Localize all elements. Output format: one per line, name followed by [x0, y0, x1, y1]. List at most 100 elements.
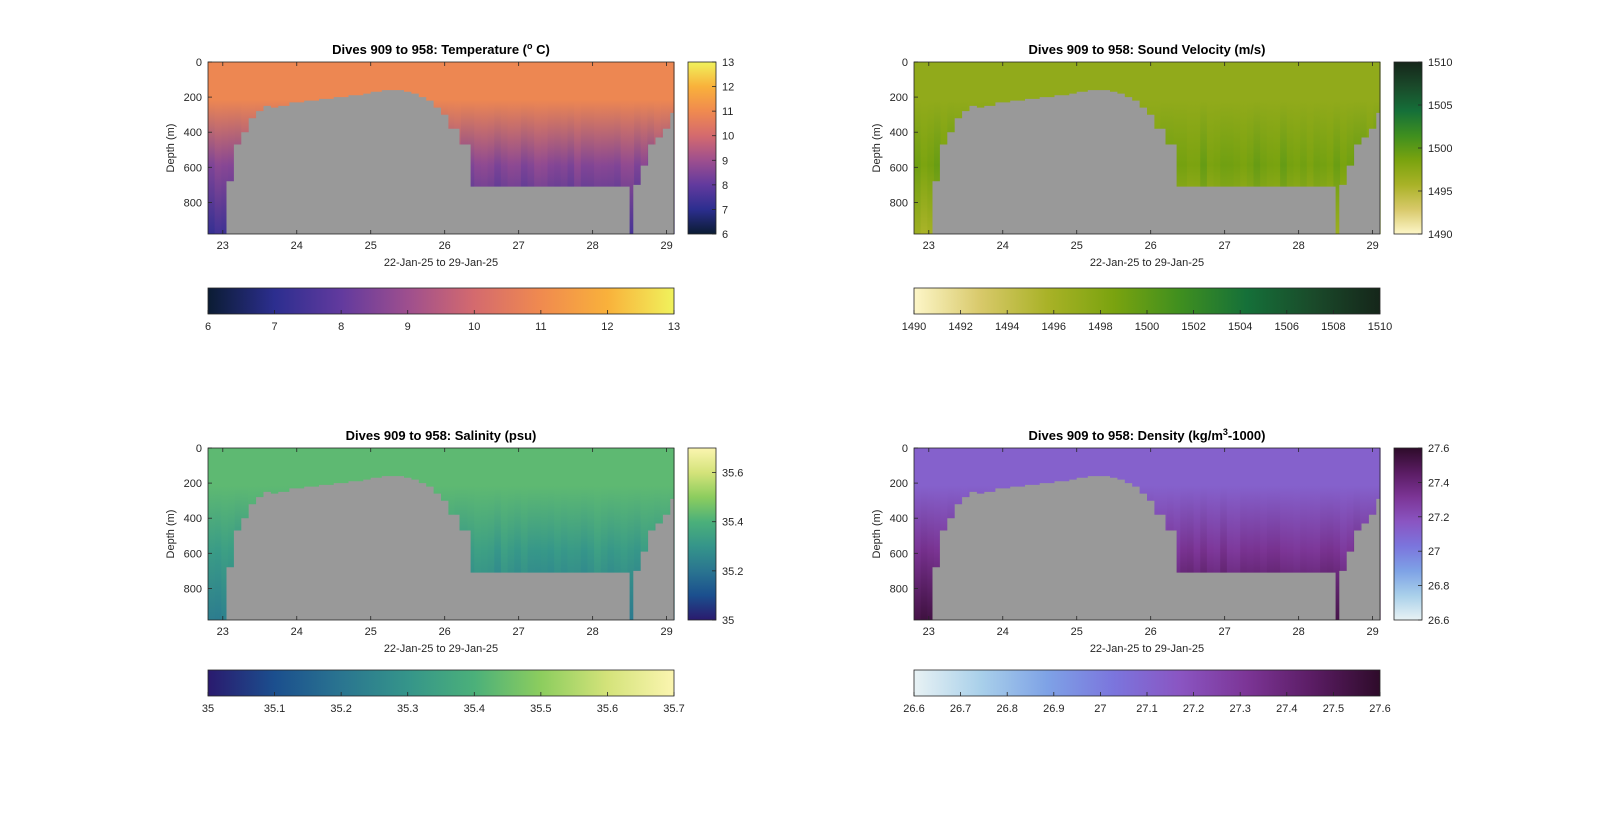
y-tick-label: 0 [196, 443, 202, 455]
data-column [1246, 62, 1255, 234]
x-tick-label: 28 [1293, 240, 1305, 252]
data-column [574, 448, 582, 620]
data-column [1320, 62, 1328, 234]
data-column [534, 62, 542, 234]
colorbar-tick-label: 35.5 [530, 703, 551, 715]
colorbar-tick-label: 1495 [1428, 186, 1452, 198]
x-tick-label: 27 [1219, 626, 1231, 638]
y-tick-label: 600 [184, 162, 202, 174]
data-column [1313, 448, 1321, 620]
data-column [594, 448, 602, 620]
data-column [914, 62, 922, 234]
data-column [507, 448, 515, 620]
data-column [914, 448, 922, 620]
data-column [587, 62, 595, 234]
colorbar-tick-label: 27.1 [1136, 703, 1157, 715]
data-column [1280, 62, 1288, 234]
x-tick-label: 24 [997, 626, 1009, 638]
colorbar-horizontal: 26.6 26.7 26.8 26.9 27 27.1 27.2 27.3 27.4 27.5 27… [903, 669, 1391, 715]
data-column [1266, 448, 1275, 620]
colorbar-tick-label: 6 [722, 229, 728, 241]
colorbar-tick-label: 1510 [1368, 321, 1392, 333]
data-column [1173, 448, 1181, 620]
colorbar-tick-label: 6 [205, 321, 211, 333]
data-column [221, 448, 229, 620]
colorbar-gradient [687, 61, 717, 235]
data-column [1200, 62, 1208, 234]
x-axis-label: 22-Jan-25 to 29-Jan-25 [1090, 643, 1204, 655]
data-column [1340, 62, 1348, 234]
data-column [1213, 448, 1221, 620]
y-tick-label: 200 [890, 478, 908, 490]
x-tick-label: 23 [217, 626, 229, 638]
data-column [487, 448, 495, 620]
x-tick-label: 29 [660, 626, 672, 638]
data-column [1306, 448, 1315, 620]
data-column [614, 448, 622, 620]
colorbar-tick-label: 1505 [1428, 100, 1452, 112]
y-axis-label: Depth (m) [871, 510, 883, 559]
colorbar-tick-label: 27.4 [1428, 477, 1449, 489]
axes-box [207, 447, 675, 621]
axes-box [913, 447, 1381, 621]
data-column [520, 448, 529, 620]
data-column [1226, 62, 1235, 234]
chart-title: Dives 909 to 958: Salinity (psu) [346, 428, 537, 443]
colorbar-tick-label: 35.2 [722, 566, 743, 578]
data-column [1286, 62, 1295, 234]
data-column [560, 62, 569, 234]
colorbar-tick-label: 1498 [1088, 321, 1112, 333]
data-column [1346, 62, 1354, 234]
data-column [567, 448, 575, 620]
data-column [560, 448, 569, 620]
colorbar-gradient [913, 669, 1381, 697]
data-column [500, 62, 509, 234]
data-column [554, 62, 562, 234]
colorbar-tick-label: 1490 [1428, 229, 1452, 241]
data-column [1206, 448, 1215, 620]
x-tick-label: 26 [439, 240, 451, 252]
data-column [1273, 62, 1281, 234]
data-column [1240, 448, 1248, 620]
colorbar-tick-label: 1510 [1428, 57, 1452, 69]
colorbar-horizontal: 1490 1492 1494 1496 1498 1500 1502 1504 1506 1508… [902, 287, 1392, 333]
x-axis-label: 22-Jan-25 to 29-Jan-25 [1090, 257, 1204, 269]
data-column [554, 448, 562, 620]
colorbar-tick-label: 27 [1094, 703, 1106, 715]
colorbar-tick-label: 1504 [1228, 321, 1252, 333]
chart-panel-4: 23 24 25 26 27 28 29 0 200 400 600 800 Dives 909 to … [871, 427, 1449, 715]
colorbar-gradient [687, 447, 717, 621]
y-tick-label: 0 [196, 57, 202, 69]
data-column [1220, 448, 1228, 620]
colorbar-tick-label: 27.6 [1369, 703, 1390, 715]
y-tick-label: 800 [184, 197, 202, 209]
colorbar-tick-label: 1500 [1428, 143, 1452, 155]
data-column [480, 448, 489, 620]
y-axis-label: Depth (m) [871, 124, 883, 173]
data-column [1300, 62, 1308, 234]
data-column [1233, 62, 1241, 234]
data-column [600, 62, 609, 234]
data-column [640, 448, 648, 620]
x-tick-label: 25 [1071, 240, 1083, 252]
colorbar-tick-label: 35.4 [722, 517, 743, 529]
y-tick-label: 800 [890, 197, 908, 209]
data-column [1193, 448, 1201, 620]
colorbar-tick-label: 1506 [1275, 321, 1299, 333]
data-column [580, 448, 589, 620]
x-tick-label: 24 [291, 240, 303, 252]
colorbar-tick-label: 1500 [1135, 321, 1159, 333]
data-column [474, 448, 482, 620]
data-column [208, 62, 216, 234]
colorbar-tick-label: 12 [722, 82, 734, 94]
data-column [214, 62, 222, 234]
axes-box [913, 61, 1381, 235]
colorbar-tick-label: 1494 [995, 321, 1019, 333]
x-axis-label: 22-Jan-25 to 29-Jan-25 [384, 643, 498, 655]
data-column [1306, 62, 1315, 234]
bathymetry-mask [914, 476, 1380, 620]
chart-panel-2: 23 24 25 26 27 28 29 0 200 400 600 800 Dives 909 to … [871, 42, 1452, 333]
colorbar-tick-label: 26.7 [950, 703, 971, 715]
data-column [1233, 448, 1241, 620]
